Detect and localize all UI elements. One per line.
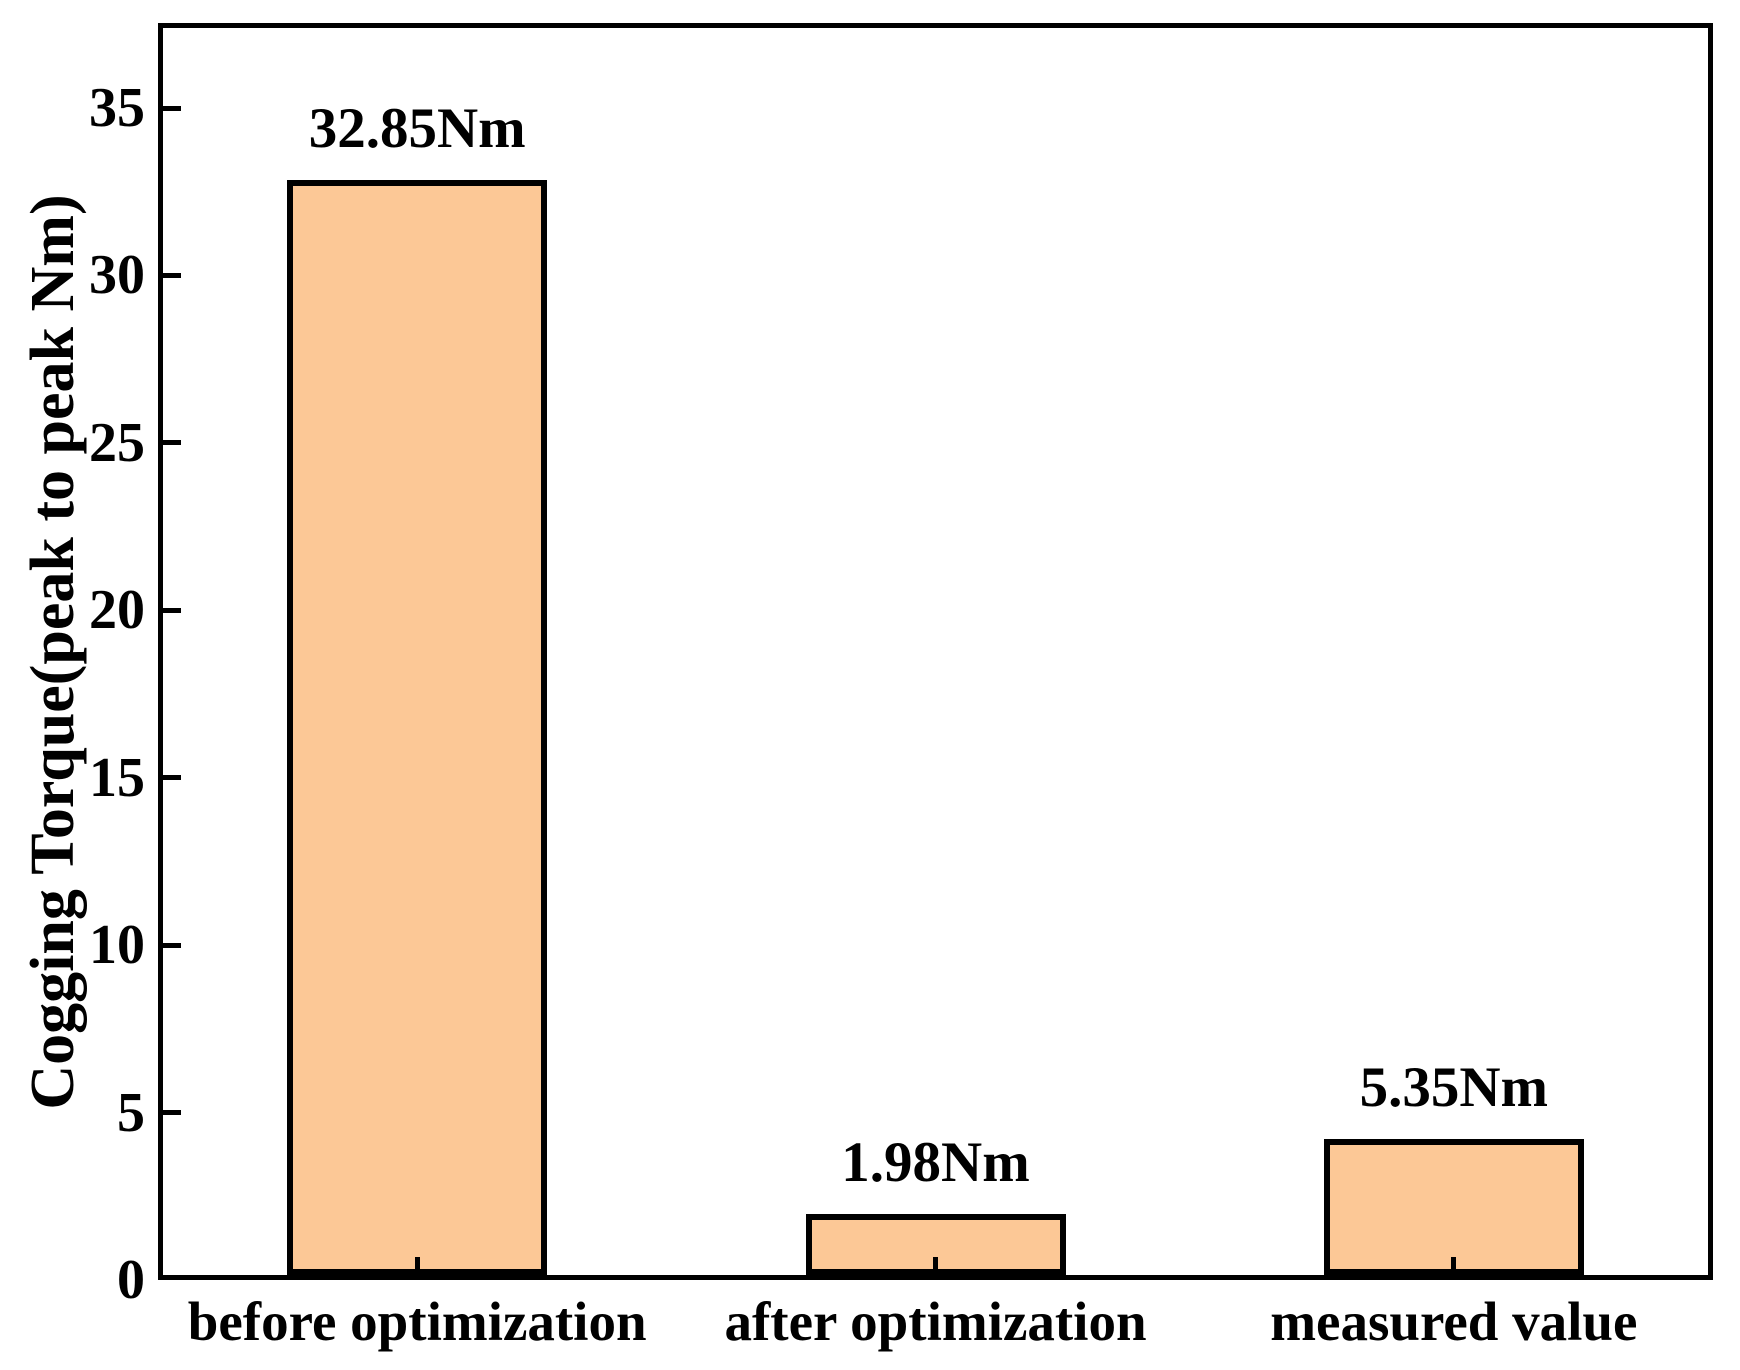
y-axis-tick xyxy=(163,1110,181,1116)
bar-before-optimization xyxy=(287,179,548,1275)
plot-border xyxy=(158,23,1713,1280)
x-category-label: before optimization xyxy=(187,1291,647,1352)
y-tick-label: 20 xyxy=(89,579,145,642)
y-axis-tick xyxy=(163,942,181,948)
y-axis-tick xyxy=(163,607,181,613)
y-tick-label: 35 xyxy=(89,77,145,139)
y-tick-label: 0 xyxy=(117,1249,145,1311)
bar-value-label: 5.35Nm xyxy=(1359,1056,1549,1120)
y-tick-label: 10 xyxy=(89,914,145,977)
y-tick-label: 30 xyxy=(89,244,145,307)
y-axis-tick xyxy=(163,105,181,111)
x-axis-tick xyxy=(1451,1257,1457,1275)
y-axis-tick xyxy=(163,272,181,278)
y-axis-tick xyxy=(163,775,181,781)
bar-value-label: 32.85Nm xyxy=(308,96,526,160)
y-tick-label: 15 xyxy=(89,746,145,809)
y-tick-label: 25 xyxy=(89,411,145,474)
bar-value-label: 1.98Nm xyxy=(841,1130,1030,1194)
x-axis-tick xyxy=(414,1257,420,1275)
x-category-label: measured value xyxy=(1270,1291,1638,1352)
bar-measured-value xyxy=(1323,1139,1584,1275)
y-axis-tick xyxy=(163,440,181,446)
x-axis-tick xyxy=(933,1257,938,1275)
x-category-label: after optimization xyxy=(724,1291,1147,1352)
y-tick-label: 5 xyxy=(117,1081,145,1144)
